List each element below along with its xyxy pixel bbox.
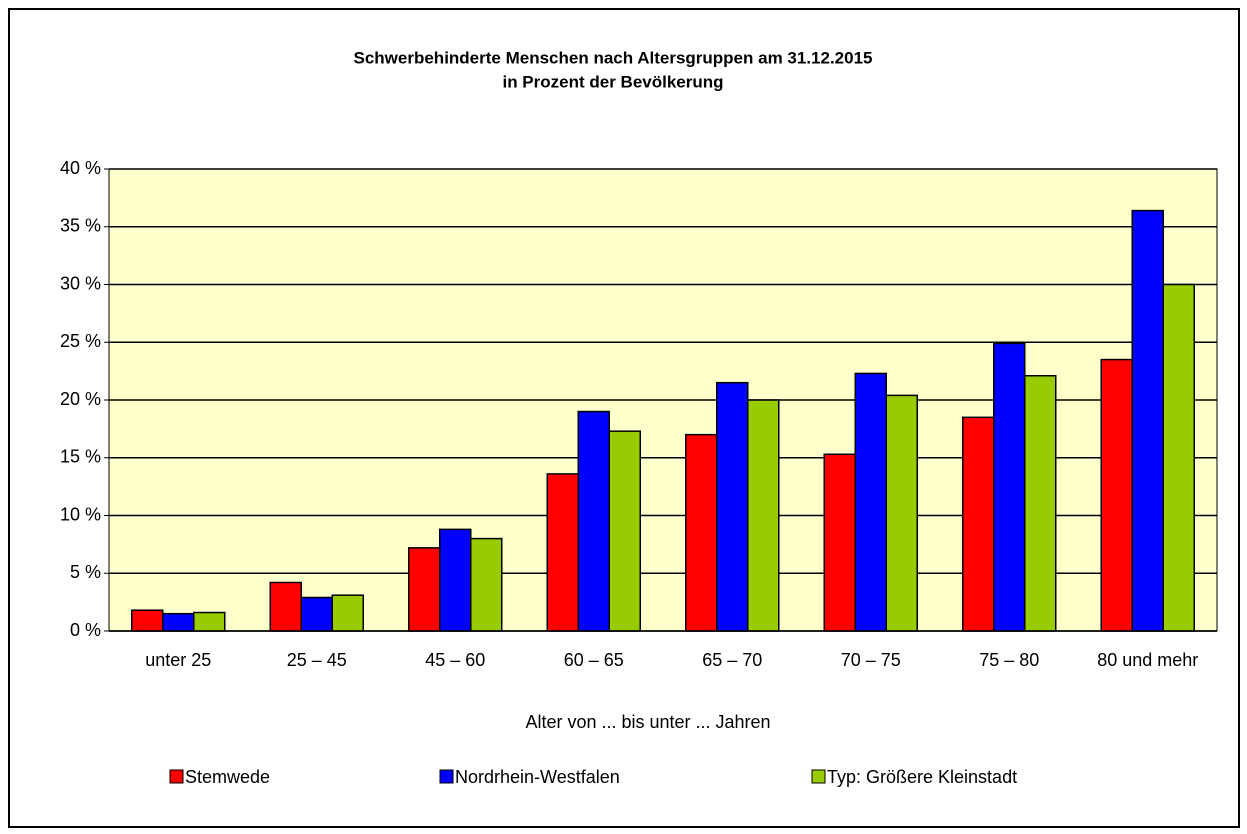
legend-label: Nordrhein-Westfalen <box>455 767 620 787</box>
y-tick-label: 25 % <box>60 331 101 351</box>
bar <box>300 596 333 632</box>
y-tick-label: 30 % <box>60 273 101 293</box>
bar <box>193 611 226 632</box>
x-tick-label: 80 und mehr <box>1097 650 1198 670</box>
x-axis-title: Alter von ... bis unter ... Jahren <box>525 712 770 732</box>
bar <box>854 372 887 632</box>
bar <box>716 381 749 632</box>
legend-swatch <box>439 769 454 784</box>
bar <box>962 416 995 632</box>
bar <box>1024 374 1057 632</box>
legend-swatch <box>169 769 184 784</box>
x-tick-label: 25 – 45 <box>287 650 347 670</box>
chart-title: Schwerbehinderte Menschen nach Altersgru… <box>354 48 873 67</box>
y-tick-label: 35 % <box>60 216 101 236</box>
chart-subtitle: in Prozent der Bevölkerung <box>502 72 723 91</box>
bar <box>1100 358 1133 632</box>
bar <box>577 410 610 632</box>
legend-swatch <box>811 769 826 784</box>
bar <box>1131 209 1164 632</box>
x-tick-label: 60 – 65 <box>564 650 624 670</box>
y-tick-label: 20 % <box>60 389 101 409</box>
bar <box>885 394 918 632</box>
bar <box>823 453 856 632</box>
bar <box>546 473 579 632</box>
bar <box>993 342 1026 632</box>
y-tick-label: 40 % <box>60 158 101 178</box>
y-tick-label: 0 % <box>70 620 101 640</box>
x-tick-label: 65 – 70 <box>702 650 762 670</box>
bar <box>269 581 302 632</box>
bar <box>131 609 164 632</box>
y-tick-label: 5 % <box>70 562 101 582</box>
bar <box>1162 283 1195 632</box>
legend-label: Typ: Größere Kleinstadt <box>827 767 1017 787</box>
bar <box>331 594 364 632</box>
x-tick-label: 70 – 75 <box>841 650 901 670</box>
bar <box>608 430 641 632</box>
x-tick-label: unter 25 <box>145 650 211 670</box>
x-tick-label: 45 – 60 <box>425 650 485 670</box>
bar <box>162 612 195 632</box>
legend-label: Stemwede <box>185 767 270 787</box>
bar <box>408 547 441 632</box>
y-tick-label: 10 % <box>60 504 101 524</box>
bar <box>470 537 503 632</box>
y-tick-label: 15 % <box>60 447 101 467</box>
bar <box>747 399 780 632</box>
bar <box>439 528 472 632</box>
x-tick-label: 75 – 80 <box>979 650 1039 670</box>
bar <box>685 433 718 632</box>
